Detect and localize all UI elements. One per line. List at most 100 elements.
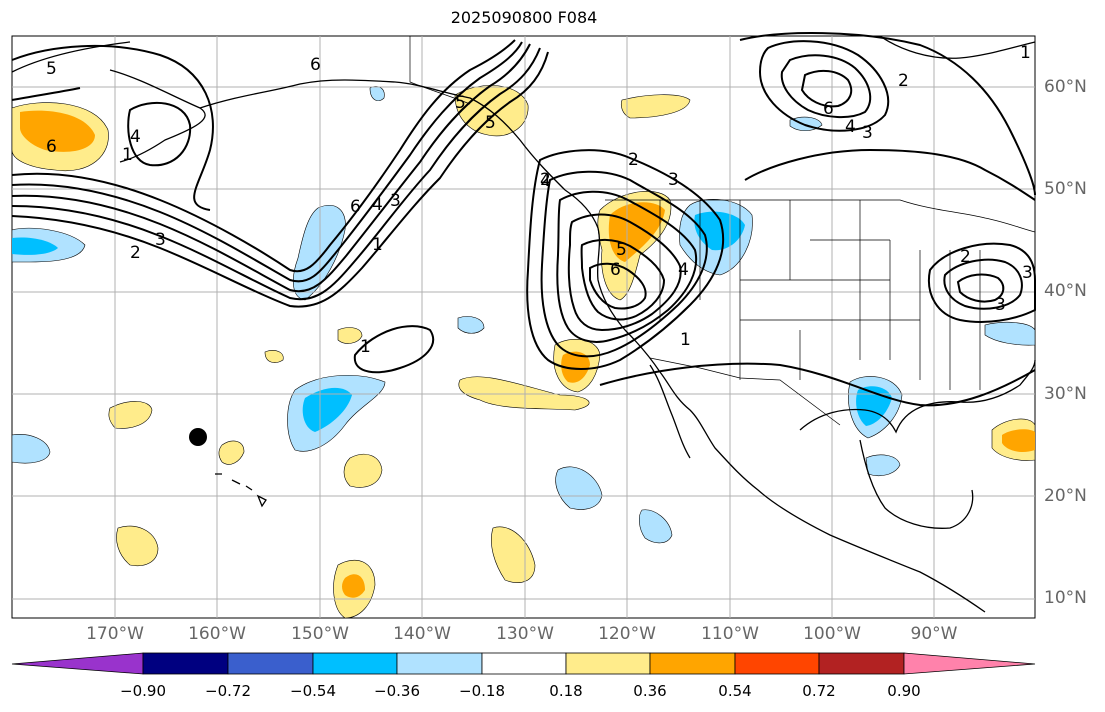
- contour-label: 6: [46, 137, 57, 157]
- colorbar-extend-high: [903, 652, 1036, 675]
- contour-west-band-2: [11, 41, 523, 283]
- map-title: 2025090800 F084: [450, 8, 598, 27]
- graticule: [12, 36, 1035, 618]
- contour-label: 4: [678, 260, 689, 280]
- colorbar-bin: [396, 652, 483, 675]
- contour-label: 6: [610, 260, 621, 280]
- coast-mexico: [859, 439, 974, 529]
- contour-label: 6: [350, 197, 361, 217]
- contour-trough-1: [526, 149, 725, 370]
- contour-label: 1: [360, 337, 371, 357]
- border-alaska-canada: [409, 36, 471, 105]
- contour-nw-outer: [11, 44, 214, 211]
- colorbar-tick-label: 0.36: [633, 682, 667, 700]
- contour-label: 1: [122, 145, 133, 165]
- contour-label: 6: [310, 55, 321, 75]
- blob-pos-sw1: [108, 401, 153, 429]
- coast-westna: [564, 189, 986, 613]
- contour-label: 2: [898, 71, 909, 91]
- colorbar-bin: [481, 652, 567, 675]
- contour-trough-5: [580, 238, 666, 321]
- contour-label: 6: [823, 99, 834, 119]
- blob-pos-nw-core: [20, 110, 95, 152]
- contour-label: 3: [155, 230, 166, 250]
- lon-label: 170°W: [86, 624, 144, 644]
- blob-pos-band: [458, 376, 590, 411]
- colorbar-bin: [649, 652, 736, 675]
- state-lines: [659, 200, 981, 390]
- lon-label: 160°W: [188, 624, 246, 644]
- lon-label: 110°W: [701, 624, 759, 644]
- contour-label: 1: [372, 235, 383, 255]
- coast-baja: [649, 364, 691, 459]
- colorbar-tick-label: 0.18: [549, 682, 583, 700]
- contour-label: 4: [540, 171, 551, 191]
- blob-pos-s1: [116, 525, 159, 567]
- lat-label: 20°N: [1044, 486, 1087, 506]
- contour-canada-outer2: [744, 148, 1036, 201]
- contour-west-band-1: [11, 39, 516, 273]
- lon-label: 130°W: [496, 624, 554, 644]
- blob-neg-sw: [11, 434, 51, 464]
- lon-label: 140°W: [393, 624, 451, 644]
- colorbar-tick-label: −0.90: [120, 682, 166, 700]
- blob-neg-baja2: [639, 509, 673, 544]
- lat-label: 60°N: [1044, 77, 1087, 97]
- contour-label: 1: [1020, 43, 1031, 63]
- lon-label: 100°W: [803, 624, 861, 644]
- colorbar-bin: [227, 652, 314, 675]
- contour-west-band-4: [11, 47, 541, 301]
- lon-label: 120°W: [598, 624, 656, 644]
- contour-label: 1: [680, 330, 691, 350]
- contour-west-band-5: [11, 51, 549, 308]
- coast-hudson: [879, 35, 1036, 59]
- contour-label: 3: [668, 170, 679, 190]
- colorbar-tick-label: −0.18: [459, 682, 505, 700]
- blob-neg-baja: [555, 466, 603, 510]
- colorbar-extend-low: [11, 652, 144, 675]
- contour-label: 2: [130, 243, 141, 263]
- blob-pos-small2: [264, 350, 284, 363]
- blob-pos-hi1: [218, 440, 245, 465]
- lon-label: 150°W: [291, 624, 349, 644]
- blob-pos-s2: [491, 526, 536, 583]
- coast-gulf: [799, 359, 1036, 434]
- colorbar-tick-label: 0.54: [718, 682, 752, 700]
- contour-ne-2: [943, 258, 1023, 310]
- colorbar-tick-label: −0.72: [205, 682, 251, 700]
- lat-label: 40°N: [1044, 281, 1087, 301]
- colorbar-bin: [312, 652, 398, 675]
- contour-label: 4: [845, 117, 856, 137]
- contour-label-layer: 5 6 4 1 2 3 6 4 3 1 5 2 6 5 4 3 2 1 6 4 …: [46, 43, 1033, 357]
- blob-pos-hi2: [343, 454, 383, 488]
- positive-anomaly-shading: [11, 85, 1036, 619]
- colorbar: [11, 652, 1036, 675]
- blob-pos-pnw-core: [608, 202, 665, 262]
- blob-pos-s3-core: [342, 574, 365, 598]
- location-marker: [189, 428, 207, 446]
- blob-pos-fl-core: [1002, 429, 1035, 453]
- contour-label: 3: [862, 123, 873, 143]
- colorbar-bin: [142, 652, 229, 675]
- contour-label: 2: [540, 170, 551, 190]
- lat-label: 10°N: [1044, 588, 1087, 608]
- blob-neg-ne: [984, 321, 1036, 346]
- lat-label: 30°N: [1044, 384, 1087, 404]
- contour-label: 4: [372, 195, 383, 215]
- blob-neg-mid: [292, 204, 346, 301]
- contour-label: 5: [455, 93, 466, 113]
- blob-neg-mid2-core: [302, 387, 352, 432]
- colorbar-bin: [734, 652, 820, 675]
- colorbar-tick-label: 0.90: [887, 682, 921, 700]
- blob-neg-w-core: [12, 237, 58, 255]
- coast-hawaii: [215, 473, 267, 508]
- contour-south-1: [599, 362, 1036, 407]
- contour-canada-3: [800, 69, 853, 108]
- political-boundaries: [409, 36, 1036, 426]
- lat-label: 50°N: [1044, 179, 1087, 199]
- contour-trough-4: [567, 213, 682, 332]
- contour-label: 4: [130, 127, 141, 147]
- contour-label: 2: [960, 247, 971, 267]
- contour-west-band-3: [11, 43, 531, 293]
